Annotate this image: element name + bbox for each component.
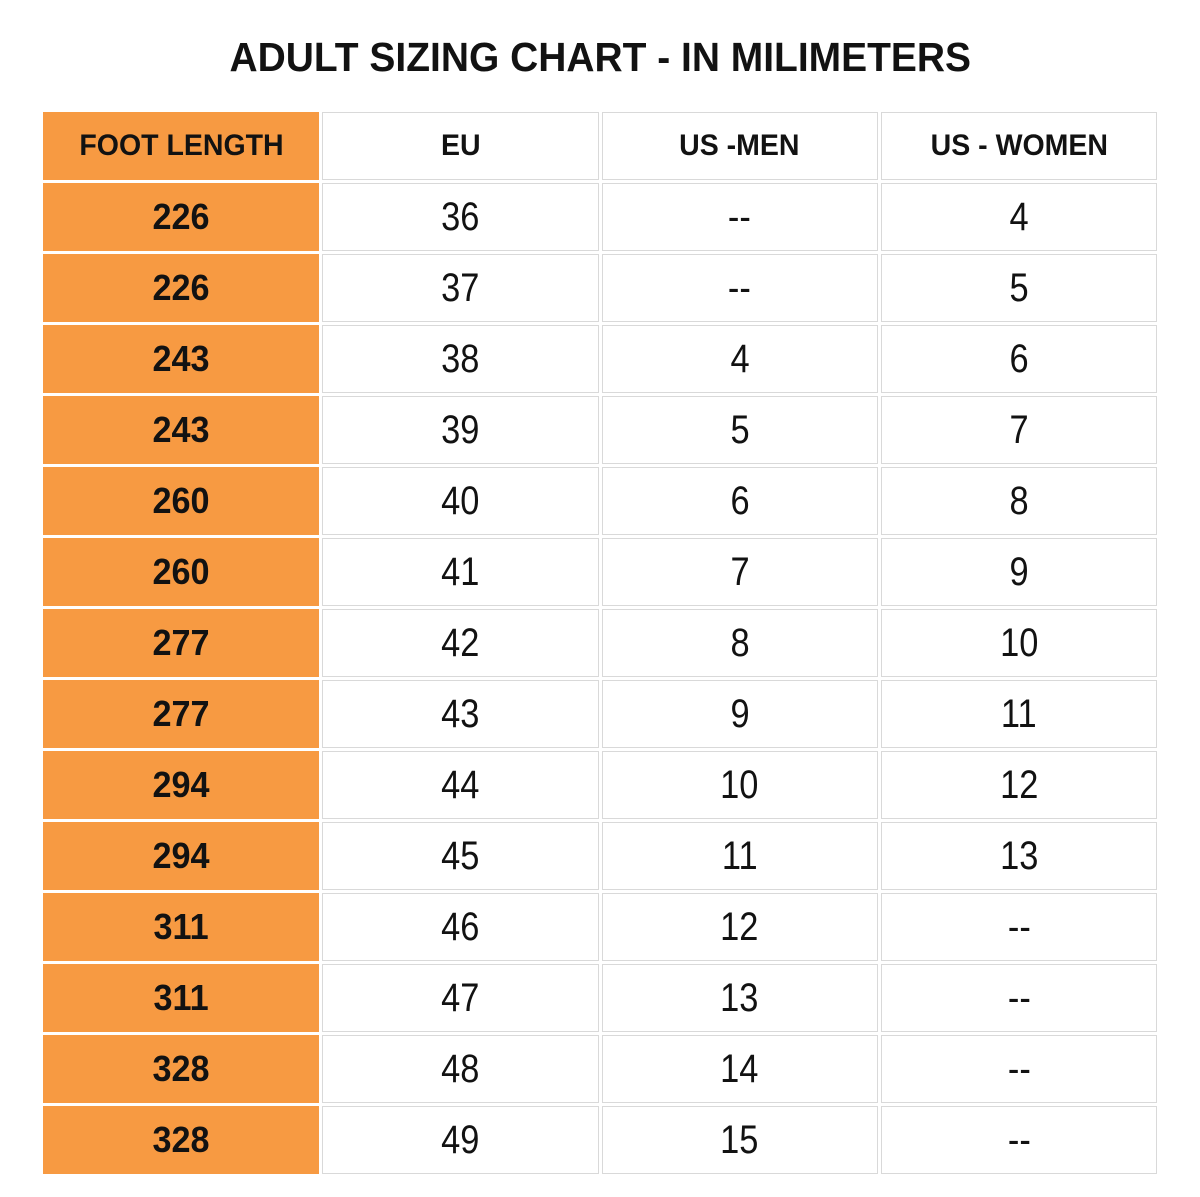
cell-foot-length: 243 [43,396,320,464]
sizing-table: FOOT LENGTH EU US -MEN US - WOMEN 226 36… [40,109,1160,1177]
table-row: 277 42 8 10 [43,609,1157,677]
cell-us-men: 11 [601,822,878,890]
cell-foot-length: 294 [43,751,320,819]
table-row: 328 49 15 -- [43,1106,1157,1174]
cell-us-women: -- [880,893,1157,961]
cell-eu: 46 [322,893,599,961]
table-row: 226 36 -- 4 [43,183,1157,251]
cell-foot-length: 294 [43,822,320,890]
cell-eu: 37 [322,254,599,322]
cell-eu: 38 [322,325,599,393]
header-us-men: US -MEN [601,112,878,180]
table-header: FOOT LENGTH EU US -MEN US - WOMEN [43,112,1157,180]
header-us-women: US - WOMEN [880,112,1157,180]
cell-foot-length: 311 [43,893,320,961]
cell-foot-length: 226 [43,254,320,322]
cell-us-men: -- [601,254,878,322]
table-row: 243 38 4 6 [43,325,1157,393]
table-row: 260 40 6 8 [43,467,1157,535]
cell-us-women: 4 [880,183,1157,251]
table-row: 294 44 10 12 [43,751,1157,819]
table-row: 226 37 -- 5 [43,254,1157,322]
table-row: 311 47 13 -- [43,964,1157,1032]
cell-foot-length: 277 [43,680,320,748]
cell-us-women: 5 [880,254,1157,322]
cell-foot-length: 260 [43,467,320,535]
cell-us-women: 13 [880,822,1157,890]
cell-foot-length: 260 [43,538,320,606]
table-row: 260 41 7 9 [43,538,1157,606]
table-body: 226 36 -- 4 226 37 -- 5 243 38 4 6 [43,183,1157,1174]
cell-us-women: -- [880,1035,1157,1103]
cell-eu: 49 [322,1106,599,1174]
cell-eu: 45 [322,822,599,890]
cell-eu: 44 [322,751,599,819]
cell-us-women: 9 [880,538,1157,606]
cell-eu: 47 [322,964,599,1032]
table-row: 294 45 11 13 [43,822,1157,890]
header-us-men-label: US -MEN [679,129,800,162]
cell-foot-length: 311 [43,964,320,1032]
cell-foot-length: 243 [43,325,320,393]
table-row: 328 48 14 -- [43,1035,1157,1103]
cell-eu: 40 [322,467,599,535]
table-row: 311 46 12 -- [43,893,1157,961]
cell-eu: 39 [322,396,599,464]
cell-us-men: 5 [601,396,878,464]
cell-eu: 43 [322,680,599,748]
cell-us-men: 13 [601,964,878,1032]
cell-us-women: 10 [880,609,1157,677]
cell-us-women: 12 [880,751,1157,819]
cell-us-men: 4 [601,325,878,393]
page-title: ADULT SIZING CHART - IN MILIMETERS [0,34,1200,81]
cell-us-women: -- [880,1106,1157,1174]
cell-foot-length: 328 [43,1106,320,1174]
header-foot-length: FOOT LENGTH [43,112,320,180]
page-title-text: ADULT SIZING CHART - IN MILIMETERS [229,34,971,80]
cell-us-women: 8 [880,467,1157,535]
cell-us-men: 15 [601,1106,878,1174]
cell-us-men: 14 [601,1035,878,1103]
cell-eu: 41 [322,538,599,606]
cell-us-men: 9 [601,680,878,748]
cell-us-women: -- [880,964,1157,1032]
header-eu-label: EU [440,129,481,162]
cell-us-women: 7 [880,396,1157,464]
cell-foot-length: 328 [43,1035,320,1103]
header-foot-length-label: FOOT LENGTH [78,129,284,162]
header-us-women-label: US - WOMEN [930,129,1108,162]
cell-eu: 48 [322,1035,599,1103]
header-row: FOOT LENGTH EU US -MEN US - WOMEN [43,112,1157,180]
cell-us-men: 12 [601,893,878,961]
cell-us-women: 6 [880,325,1157,393]
cell-eu: 42 [322,609,599,677]
table-row: 243 39 5 7 [43,396,1157,464]
cell-us-women: 11 [880,680,1157,748]
cell-eu: 36 [322,183,599,251]
cell-us-men: 7 [601,538,878,606]
cell-us-men: -- [601,183,878,251]
header-eu: EU [322,112,599,180]
cell-foot-length: 226 [43,183,320,251]
table-row: 277 43 9 11 [43,680,1157,748]
cell-us-men: 10 [601,751,878,819]
cell-us-men: 8 [601,609,878,677]
cell-us-men: 6 [601,467,878,535]
cell-foot-length: 277 [43,609,320,677]
